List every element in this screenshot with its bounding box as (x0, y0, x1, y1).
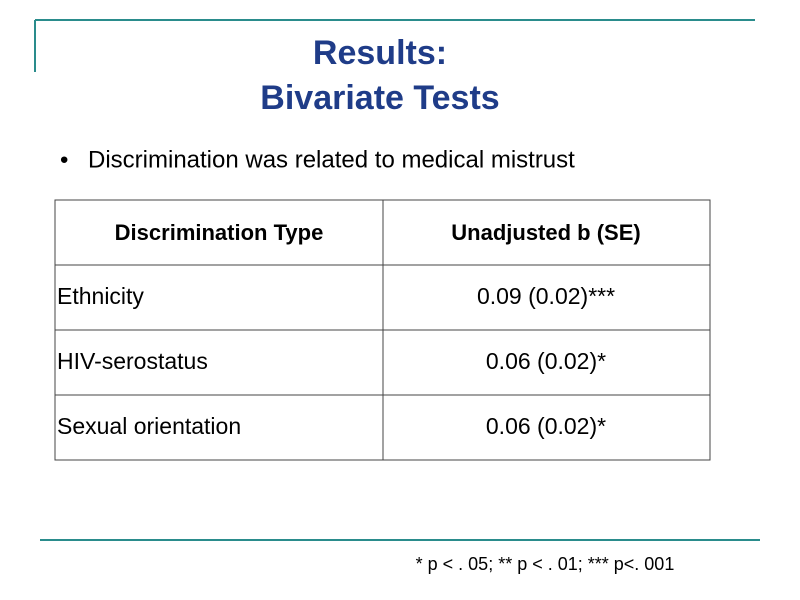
table: Discrimination Type Unadjusted b (SE) Ethn… (54, 199, 711, 461)
title-line: Bivariate Tests (260, 79, 499, 117)
row-label: Ethnicity (57, 283, 144, 309)
column-header: Discrimination Type (115, 220, 324, 245)
row-label: Sexual orientation (57, 413, 241, 439)
bullet-mark: • (60, 146, 68, 173)
cell-value: 0.06 (0.02)* (486, 413, 606, 439)
bullet-text: Discrimination was related to medical mi… (88, 146, 575, 173)
cell-value: 0.06 (0.02)* (486, 348, 606, 374)
row-label: HIV-serostatus (57, 348, 208, 374)
title-line: Results: (313, 34, 447, 72)
footnote: * p < . 05; ** p < . 01; *** p<. 001 (416, 554, 675, 574)
cell-value: 0.09 (0.02)*** (477, 283, 615, 309)
column-header: Unadjusted b (SE) (451, 220, 640, 245)
